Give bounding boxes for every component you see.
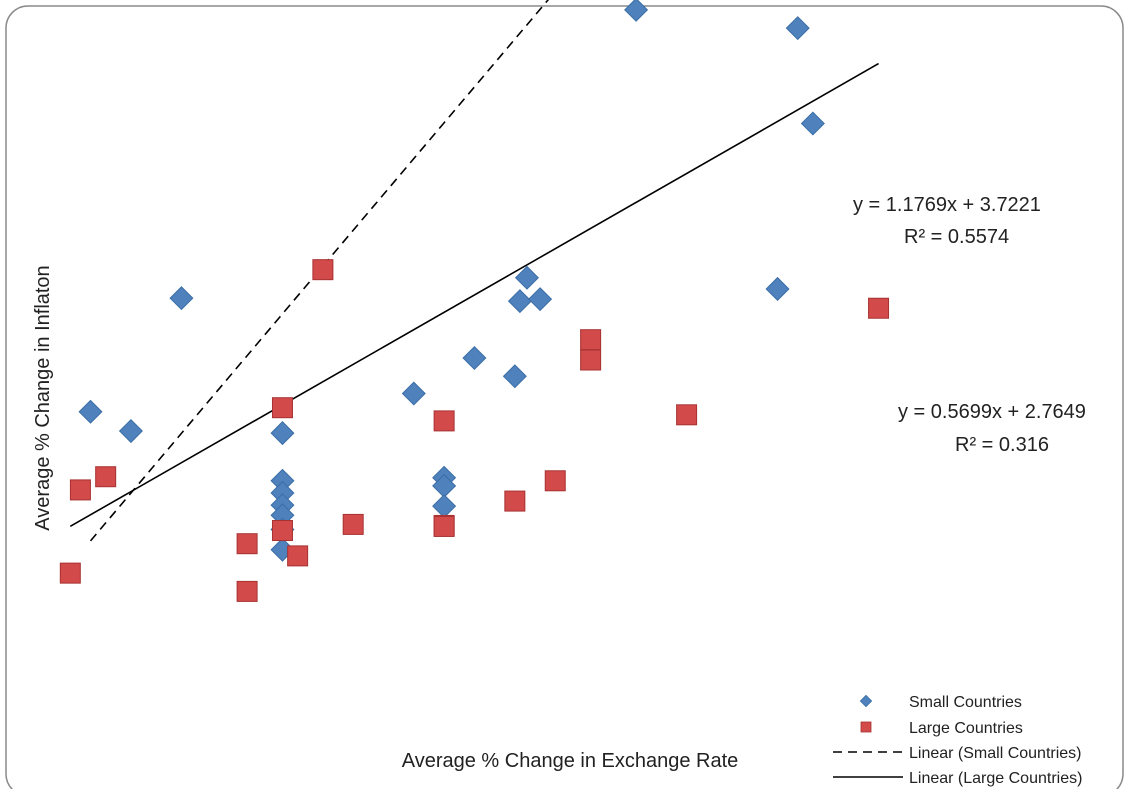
large-country-point	[433, 515, 455, 537]
data-points	[59, 0, 890, 602]
legend-diamond-marker	[859, 694, 873, 708]
small-country-point	[270, 480, 295, 505]
legend-label-large-linear: Linear (Large Countries)	[909, 770, 1082, 787]
legend-label-large: Large Countries	[909, 720, 1023, 737]
large-country-point	[236, 533, 258, 555]
small-country-point	[78, 399, 103, 424]
legend-item-large-linear: Linear (Large Countries)	[833, 770, 1082, 787]
small-country-point	[432, 494, 457, 519]
chart-border	[5, 5, 1124, 794]
large-country-point	[544, 470, 566, 492]
legend-item-large: Large Countries	[860, 720, 1023, 737]
large-country-point	[580, 329, 602, 351]
legend-label-small: Small Countries	[909, 694, 1022, 711]
large-country-point	[433, 410, 455, 432]
small-country-point	[169, 286, 194, 311]
large-country-point	[271, 520, 293, 542]
small-country-point	[624, 0, 649, 22]
small-trend-equation: y = 1.1769x + 3.7221	[853, 194, 1041, 216]
x-axis-label: Average % Change in Exchange Rate	[402, 750, 739, 772]
trendline-large-countries	[69, 62, 879, 528]
large-country-point	[69, 479, 91, 501]
legend-square-marker	[860, 721, 872, 733]
large-trend-equation: y = 0.5699x + 2.7649	[898, 401, 1086, 423]
large-country-point	[271, 397, 293, 419]
small-country-point	[507, 289, 532, 314]
small-country-point	[432, 473, 457, 498]
small-country-point	[502, 364, 527, 389]
small-country-point	[514, 265, 539, 290]
y-axis-label: Average % Change in Inflaton	[32, 265, 54, 530]
large-country-point	[504, 490, 526, 512]
large-country-point	[59, 562, 81, 584]
legend: Small Countries Large Countries Linear (…	[833, 694, 1082, 787]
small-country-point	[765, 276, 790, 301]
legend-item-small-linear: Linear (Small Countries)	[833, 745, 1082, 762]
small-country-point	[462, 345, 487, 370]
large-country-point	[580, 349, 602, 371]
large-country-point	[868, 297, 890, 319]
small-country-point	[118, 419, 143, 444]
large-country-point	[676, 404, 698, 426]
legend-label-small-linear: Linear (Small Countries)	[909, 745, 1082, 762]
large-country-point	[287, 545, 309, 567]
trendline-small-countries	[89, 0, 550, 542]
large-trend-r2: R² = 0.316	[955, 434, 1049, 456]
small-trend-r2: R² = 0.5574	[904, 226, 1009, 248]
large-country-point	[342, 513, 364, 535]
small-country-point	[785, 16, 810, 41]
large-country-point	[236, 580, 258, 602]
small-country-point	[270, 468, 295, 493]
large-country-point	[95, 466, 117, 488]
small-country-point	[528, 287, 553, 312]
large-country-point	[312, 259, 334, 281]
trendlines	[69, 0, 879, 542]
small-country-point	[800, 111, 825, 136]
small-country-point	[401, 381, 426, 406]
legend-item-small: Small Countries	[859, 694, 1022, 711]
small-country-point	[270, 421, 295, 446]
